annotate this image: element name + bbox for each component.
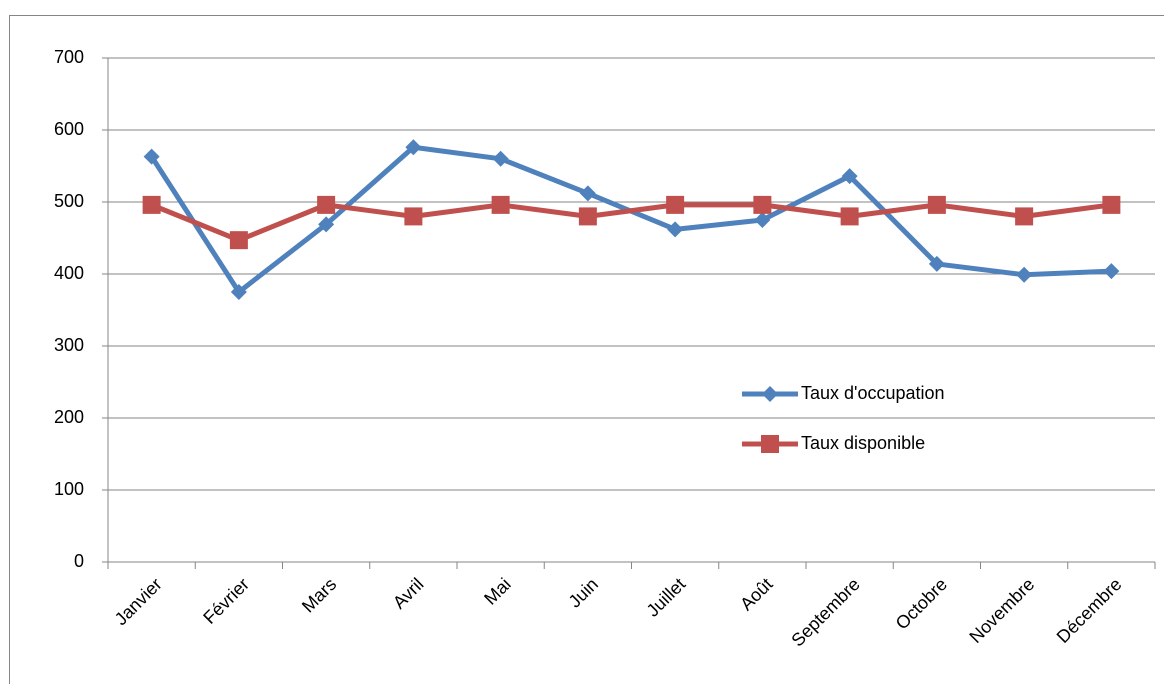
marker xyxy=(841,168,858,185)
y-tick-label: 200 xyxy=(54,407,84,427)
series-line xyxy=(150,202,1112,243)
legend-label: Taux disponible xyxy=(801,433,925,453)
marker xyxy=(666,195,685,214)
marker xyxy=(840,207,859,226)
marker xyxy=(667,221,684,238)
y-tick-label: 600 xyxy=(54,119,84,139)
marker xyxy=(754,212,771,228)
marker xyxy=(753,195,772,214)
y-tick-label: 300 xyxy=(54,335,84,355)
marker xyxy=(1016,266,1033,283)
marker xyxy=(318,216,335,233)
y-tick-label: 700 xyxy=(54,47,84,67)
chart-border xyxy=(9,15,1164,684)
marker xyxy=(404,207,423,226)
y-tick-label: 500 xyxy=(54,191,84,211)
marker xyxy=(1102,195,1121,214)
marker xyxy=(761,435,779,453)
marker xyxy=(405,139,422,156)
marker xyxy=(579,185,596,202)
y-tick-label: 0 xyxy=(74,551,84,571)
marker xyxy=(317,195,336,214)
marker xyxy=(578,207,597,226)
marker xyxy=(928,255,945,272)
marker xyxy=(927,195,946,214)
marker xyxy=(492,150,509,167)
marker xyxy=(491,195,510,214)
marker xyxy=(229,231,248,250)
marker xyxy=(143,148,160,165)
y-tick-label: 400 xyxy=(54,263,84,283)
marker xyxy=(1015,207,1034,226)
marker xyxy=(230,284,247,300)
marker xyxy=(1103,263,1120,280)
marker xyxy=(762,386,778,402)
marker xyxy=(142,195,161,214)
legend-label: Taux d'occupation xyxy=(801,383,945,403)
y-tick-label: 100 xyxy=(54,479,84,499)
